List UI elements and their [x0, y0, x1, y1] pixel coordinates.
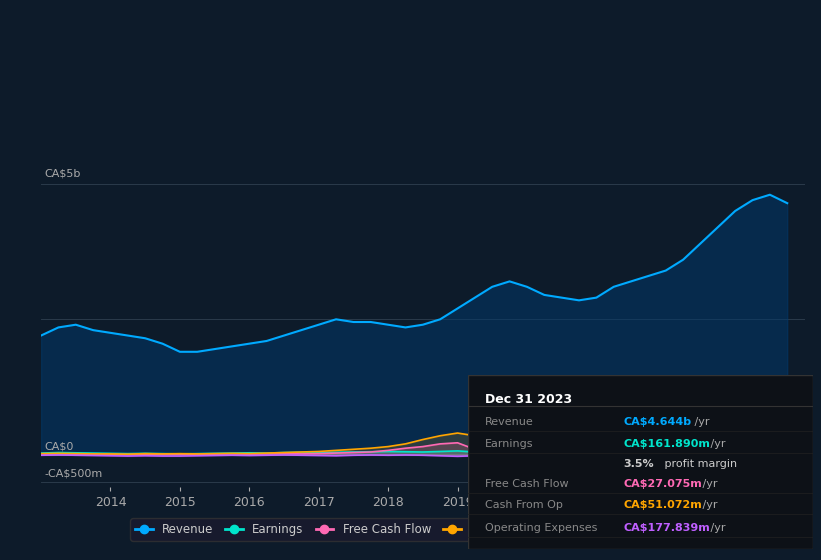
- Text: /yr: /yr: [707, 523, 725, 533]
- Text: /yr: /yr: [699, 500, 718, 510]
- Text: Free Cash Flow: Free Cash Flow: [485, 479, 569, 489]
- Text: 3.5%: 3.5%: [623, 459, 654, 469]
- Text: /yr: /yr: [699, 479, 718, 489]
- Text: Earnings: Earnings: [485, 440, 534, 450]
- Text: CA$161.890m: CA$161.890m: [623, 440, 710, 450]
- Text: -CA$500m: -CA$500m: [44, 469, 103, 479]
- Text: /yr: /yr: [707, 440, 725, 450]
- Text: CA$51.072m: CA$51.072m: [623, 500, 702, 510]
- Text: CA$5b: CA$5b: [44, 169, 81, 179]
- Text: CA$4.644b: CA$4.644b: [623, 417, 691, 427]
- Text: profit margin: profit margin: [661, 459, 737, 469]
- Text: CA$27.075m: CA$27.075m: [623, 479, 702, 489]
- Text: Operating Expenses: Operating Expenses: [485, 523, 598, 533]
- Text: Revenue: Revenue: [485, 417, 534, 427]
- Text: CA$177.839m: CA$177.839m: [623, 523, 710, 533]
- Text: Cash From Op: Cash From Op: [485, 500, 563, 510]
- Text: CA$0: CA$0: [44, 442, 74, 452]
- Legend: Revenue, Earnings, Free Cash Flow, Cash From Op, Operating Expenses: Revenue, Earnings, Free Cash Flow, Cash …: [131, 519, 715, 541]
- Text: Dec 31 2023: Dec 31 2023: [485, 393, 572, 405]
- Text: /yr: /yr: [691, 417, 710, 427]
